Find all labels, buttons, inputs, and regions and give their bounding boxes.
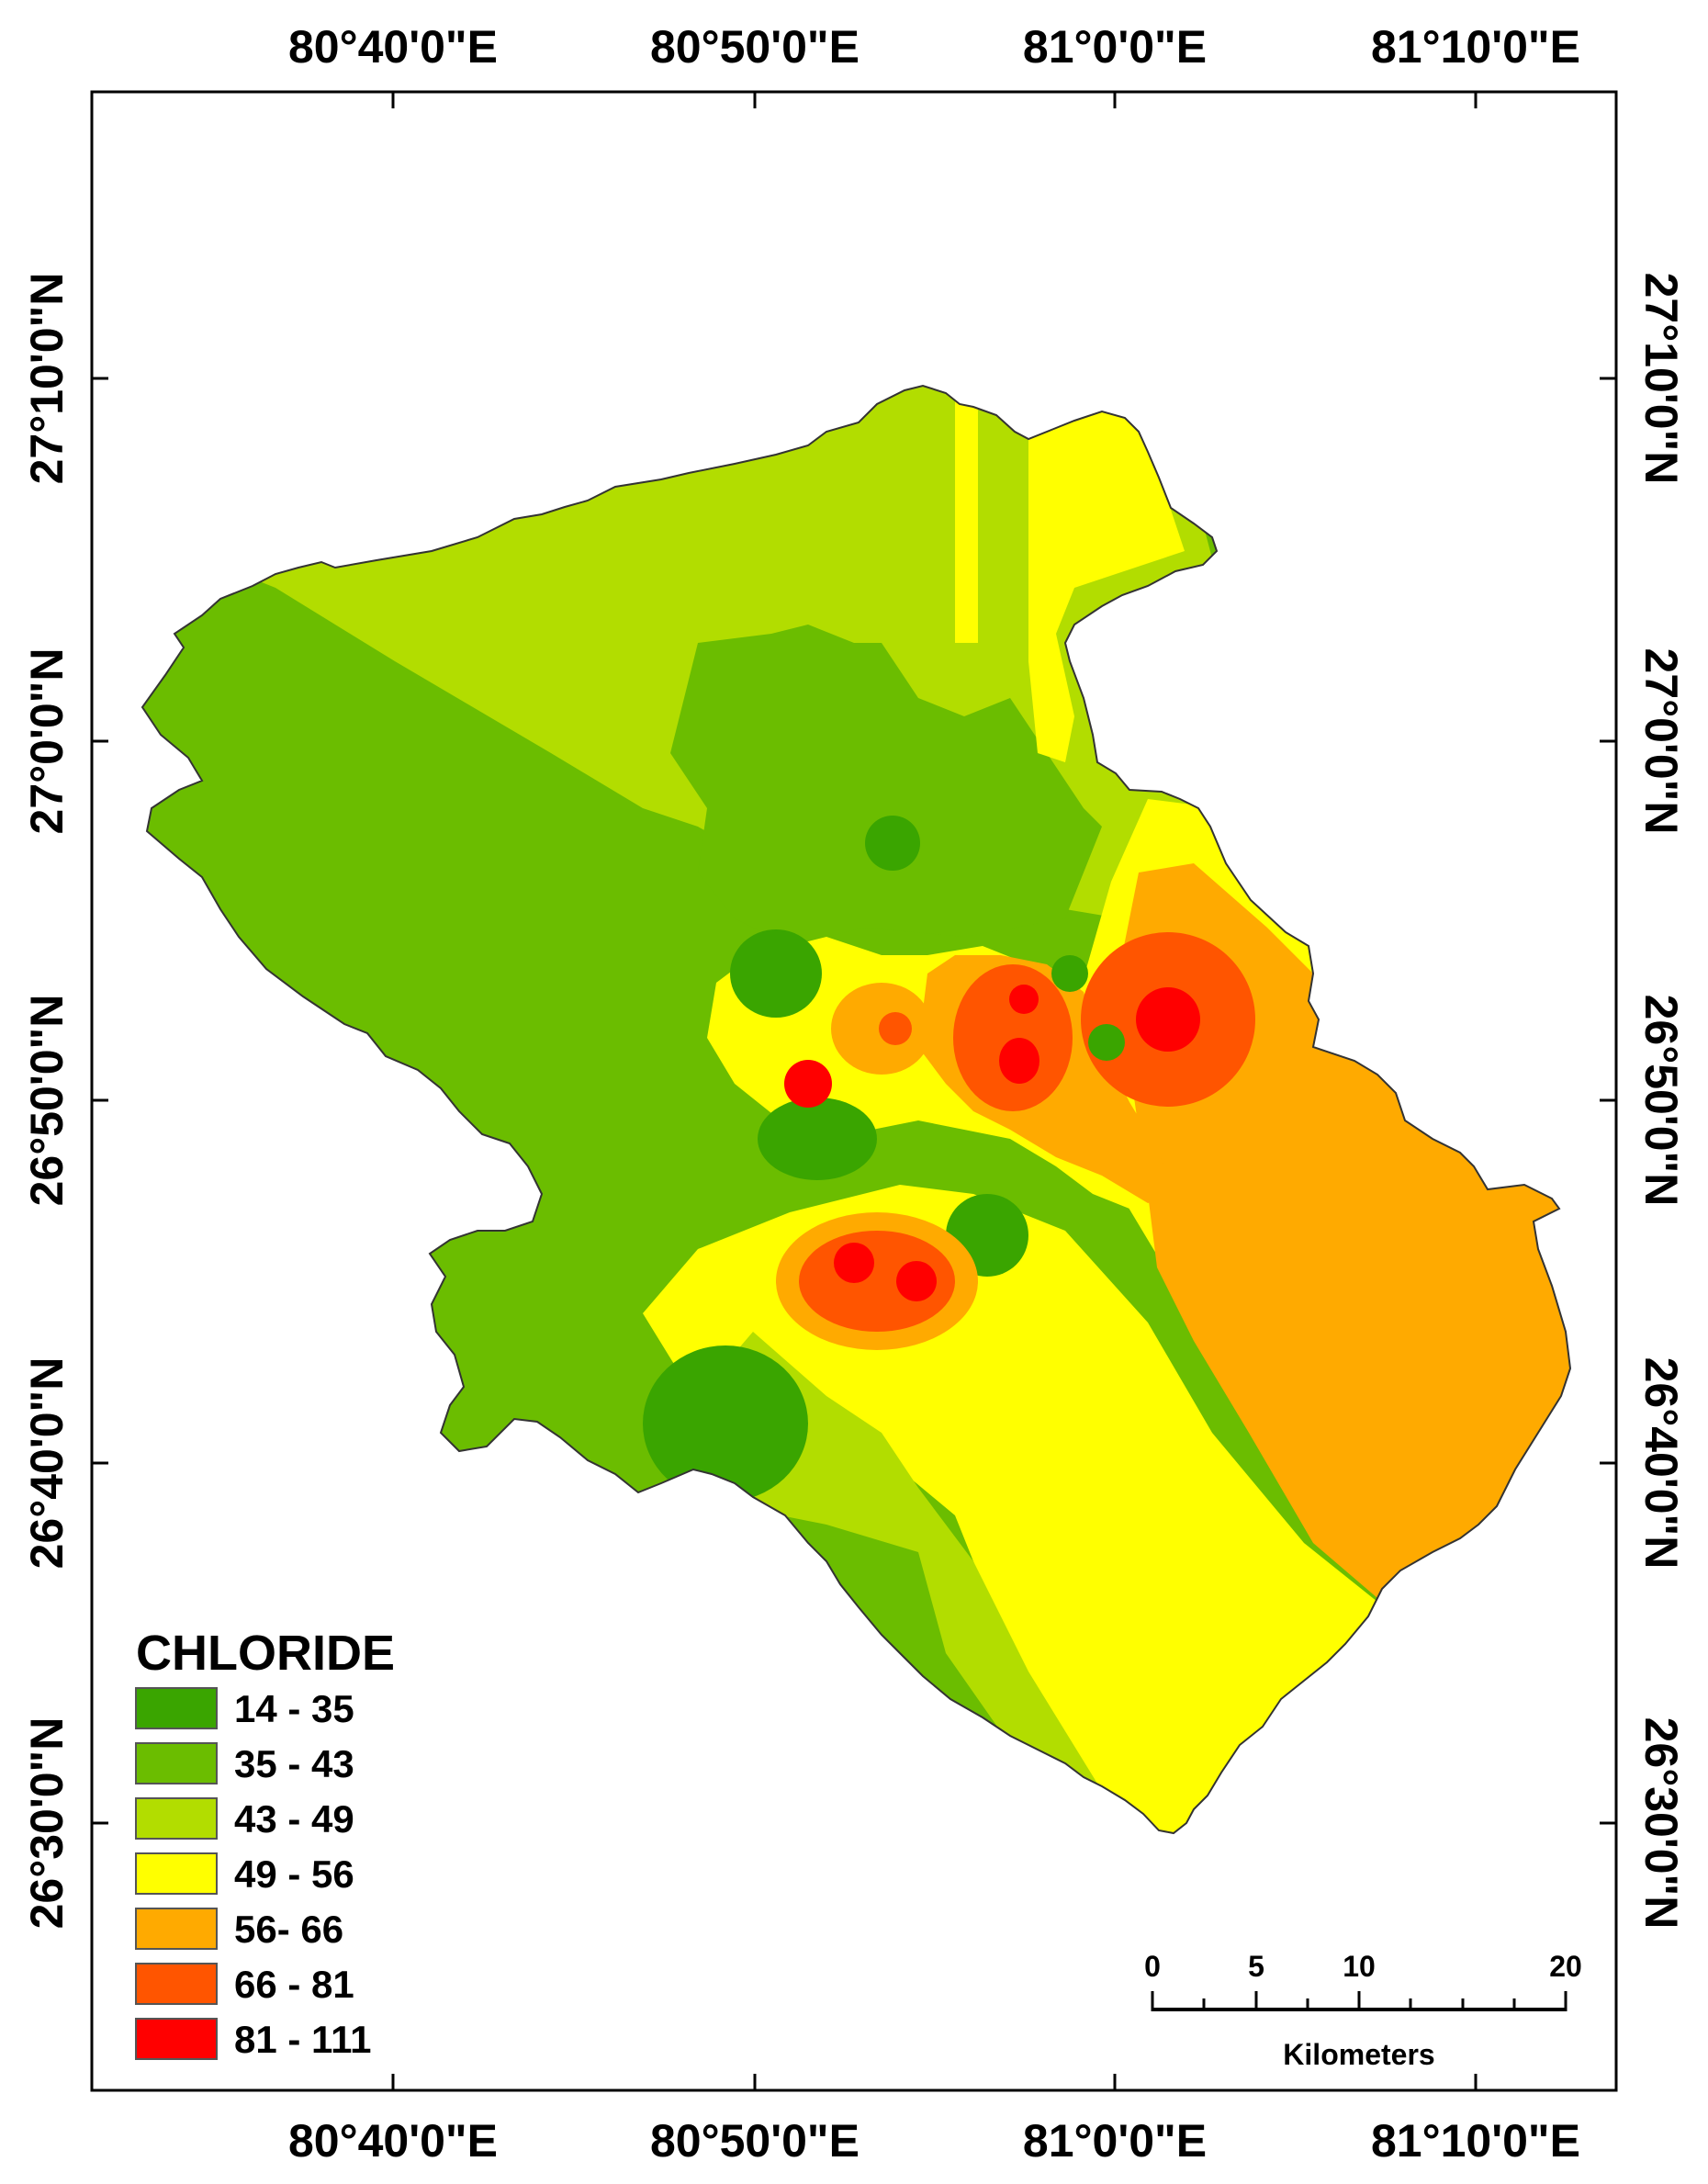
lon-label-top-2: 81°0'0"E [1023, 21, 1207, 73]
legend-label-2: 43 - 49 [234, 1797, 354, 1841]
zone-14-35-cluster-f [1051, 955, 1088, 992]
scale-label-20: 20 [1549, 1950, 1582, 1983]
zone-81-111-east-core [1136, 987, 1200, 1052]
lat-label-left-3: 26°40'0"N [21, 1357, 73, 1570]
longitude-ticks [391, 92, 1478, 2090]
scale-label-5: 5 [1248, 1950, 1264, 1983]
zone-81-111-south-core-b [896, 1261, 937, 1301]
legend-swatch-0 [135, 1687, 218, 1729]
lat-label-right-1: 27°0'0"N [1635, 648, 1687, 835]
legend-swatch-6 [135, 2018, 218, 2060]
zone-66-81-west-core [879, 1012, 912, 1045]
zone-49-56-stripe-1 [955, 386, 978, 643]
zone-14-35-cluster-e [1088, 1024, 1125, 1061]
legend-label-6: 81 - 111 [234, 2018, 371, 2061]
zone-14-35-southwest [643, 1345, 808, 1502]
lon-label-top-0: 80°40'0"E [288, 21, 498, 73]
zone-81-111-center-core-a [999, 1038, 1039, 1084]
lat-label-right-0: 27°10'0"N [1635, 273, 1687, 485]
zone-35-43-center [670, 625, 1102, 946]
zone-49-56-south [643, 1185, 1469, 1833]
lon-label-top-3: 81°10'0"E [1371, 21, 1580, 73]
zone-81-111-center-core-b [1009, 985, 1039, 1014]
lat-label-right-4: 26°30'0"N [1635, 1717, 1687, 1930]
legend-title: CHLORIDE [136, 1626, 395, 1681]
lat-label-right-2: 26°50'0"N [1635, 995, 1687, 1207]
zone-66-81-center-hotspot [953, 964, 1073, 1111]
zone-14-35-cluster-b [865, 816, 920, 871]
scale-unit-label: Kilometers [1283, 2038, 1434, 2071]
scale-label-0: 0 [1144, 1950, 1161, 1983]
legend-label-1: 35 - 43 [234, 1742, 354, 1785]
scale-label-10: 10 [1343, 1950, 1376, 1983]
legend-label-5: 66 - 81 [234, 1963, 354, 2006]
lon-label-bottom-3: 81°10'0"E [1371, 2115, 1580, 2167]
legend: CHLORIDE 14 - 35 35 - 43 43 - 49 49 - 56… [135, 1626, 395, 2061]
scale-bar: 0 5 10 20 Kilometers [1144, 1950, 1582, 2071]
lon-label-bottom-2: 81°0'0"E [1023, 2115, 1207, 2167]
lon-label-top-1: 80°50'0"E [650, 21, 860, 73]
legend-swatch-2 [135, 1797, 218, 1840]
legend-label-3: 49 - 56 [234, 1852, 354, 1896]
legend-swatch-4 [135, 1908, 218, 1950]
lat-label-left-1: 27°0'0"N [21, 648, 73, 835]
legend-swatch-5 [135, 1963, 218, 2005]
lat-label-right-3: 26°40'0"N [1635, 1357, 1687, 1570]
zone-81-111-west-core [784, 1060, 832, 1108]
lon-label-bottom-1: 80°50'0"E [650, 2115, 860, 2167]
zone-14-35-cluster-a [730, 929, 822, 1018]
lat-label-left-4: 26°30'0"N [21, 1717, 73, 1930]
zone-81-111-south-core-a [834, 1243, 874, 1283]
map-frame [90, 90, 1618, 2092]
legend-label-0: 14 - 35 [234, 1687, 354, 1730]
lat-label-left-2: 26°50'0"N [21, 995, 73, 1207]
legend-swatch-1 [135, 1742, 218, 1784]
latitude-ticks [92, 377, 1616, 1825]
lat-label-left-0: 27°10'0"N [21, 273, 73, 485]
zone-49-56-north [1028, 395, 1185, 762]
zone-14-35-cluster-c [758, 1098, 877, 1180]
legend-label-4: 56- 66 [234, 1908, 343, 1951]
lon-label-bottom-0: 80°40'0"E [288, 2115, 498, 2167]
legend-swatch-3 [135, 1852, 218, 1895]
